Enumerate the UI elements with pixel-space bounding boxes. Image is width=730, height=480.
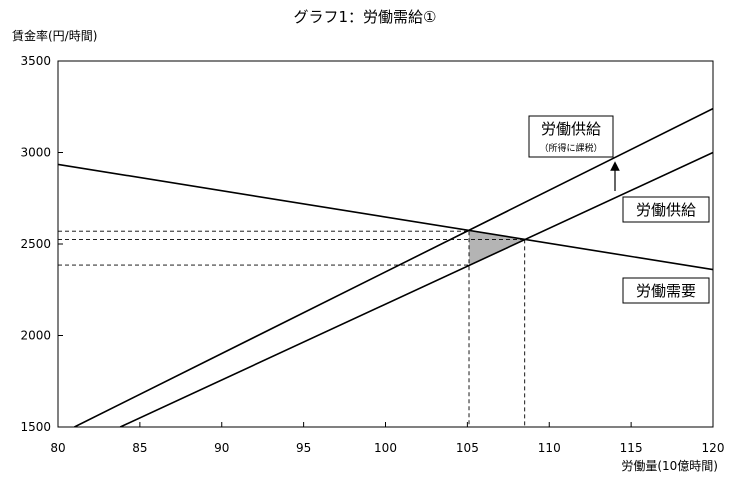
label-supply-taxed-name: 労働供給 bbox=[541, 120, 601, 138]
demand-line bbox=[58, 163, 713, 271]
chart-title: グラフ1：労働需給① bbox=[294, 8, 437, 26]
y-tick-label: 3000 bbox=[20, 146, 51, 160]
supply-line bbox=[119, 151, 713, 427]
deadweight-loss-triangle bbox=[469, 231, 525, 266]
x-tick-label: 110 bbox=[538, 441, 561, 455]
series-lines bbox=[58, 107, 713, 427]
x-axis-ticks: 80 85 90 95 100 105 110 115 120 bbox=[50, 422, 724, 455]
y-tick-label: 2500 bbox=[20, 237, 51, 251]
label-supply: 労働供給 bbox=[622, 196, 710, 223]
x-tick-label: 95 bbox=[296, 441, 311, 455]
y-tick-label: 1500 bbox=[20, 420, 51, 434]
x-tick-label: 85 bbox=[132, 441, 147, 455]
x-tick-label: 105 bbox=[456, 441, 479, 455]
label-supply-taxed: 労働供給 （所得に課税） bbox=[528, 115, 614, 158]
label-supply-name: 労働供給 bbox=[636, 201, 696, 219]
y-axis-label: 賃金率(円/時間) bbox=[12, 28, 97, 43]
x-tick-label: 90 bbox=[214, 441, 229, 455]
y-axis-ticks: 1500 2000 2500 3000 3500 bbox=[20, 54, 63, 434]
x-tick-label: 120 bbox=[702, 441, 725, 455]
x-tick-label: 115 bbox=[620, 441, 643, 455]
supply-taxed-line bbox=[74, 107, 713, 427]
x-tick-label: 100 bbox=[374, 441, 397, 455]
plot-area bbox=[57, 60, 714, 428]
label-supply-taxed-sub: （所得に課税） bbox=[539, 142, 602, 154]
y-tick-label: 3500 bbox=[20, 54, 51, 68]
x-axis-label: 労働量(10億時間) bbox=[621, 459, 718, 473]
label-demand-name: 労働需要 bbox=[636, 282, 696, 300]
label-demand: 労働需要 bbox=[622, 277, 710, 304]
x-tick-label: 80 bbox=[50, 441, 65, 455]
guide-lines bbox=[58, 230, 526, 427]
y-tick-label: 2000 bbox=[20, 329, 51, 343]
